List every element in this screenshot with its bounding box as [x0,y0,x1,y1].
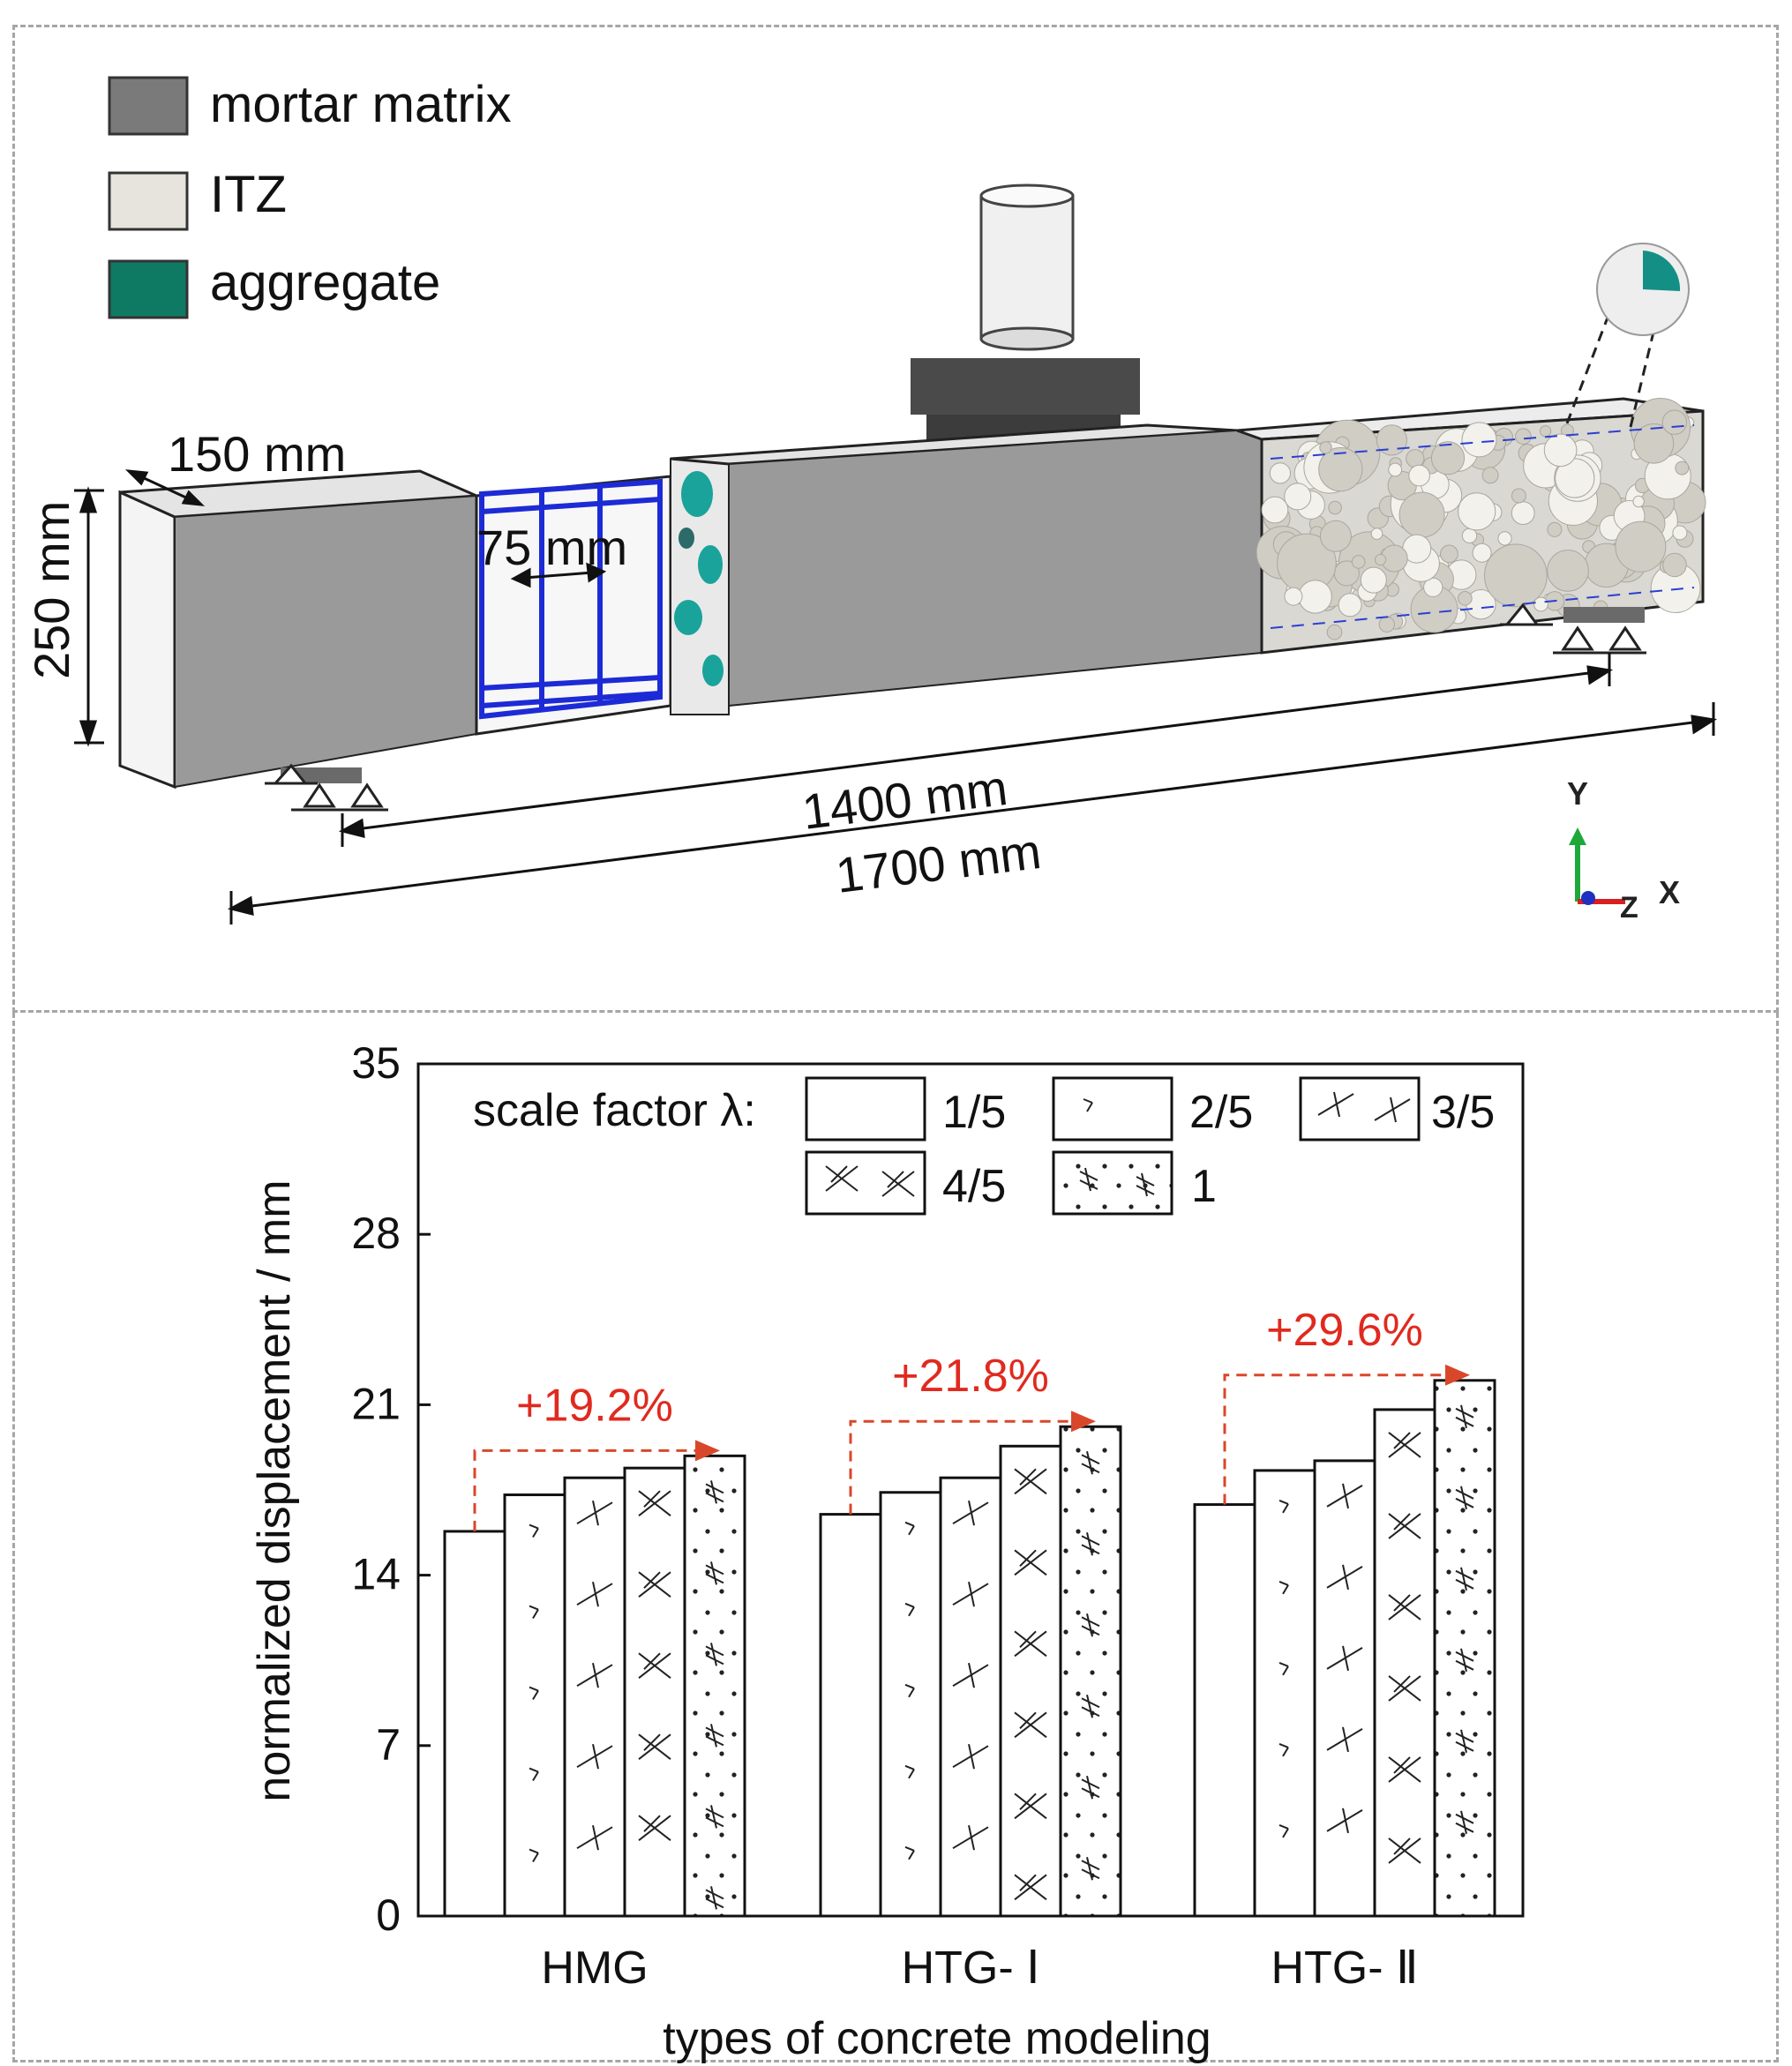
aggregate-particle [1481,467,1499,484]
beam-middle-block [670,423,1263,707]
axis-z-label: Z [1620,891,1638,924]
dimension-spacing [510,562,607,588]
aggregate-particle [1318,446,1363,492]
aggregate-particle [1338,593,1362,618]
aggregate-particle [1284,483,1312,511]
aggregate-particle [1458,591,1473,606]
zoom-bubble [1565,243,1690,428]
cutaway-window [475,458,730,736]
dimension-width-label: 150 mm [168,426,346,482]
aggregate-particle [1408,464,1430,487]
aggregate-particle [1440,544,1458,564]
left-support [265,763,388,812]
aggregate-particle [1511,488,1526,504]
dimension-spacing-label: 75 mm [476,520,627,575]
aggregate-particle [1547,550,1589,592]
aggregate-particle [1269,462,1292,484]
aggregate-particle [1298,580,1332,614]
aggregate-particle [1261,496,1289,524]
aggregate-particle [1328,500,1342,515]
aggregate-particle [1662,552,1687,578]
aggregate-particle [1319,520,1352,552]
aggregate-particle [1661,409,1688,435]
coordinate-triad: Y X Z [1567,775,1680,924]
aggregate-particle [1406,449,1425,468]
dimension-width [124,469,206,506]
aggregate-particle [1497,531,1512,546]
aggregate-particle [1484,543,1548,608]
aggregate-particle [1378,616,1396,633]
legend-swatch-mortar [108,76,189,136]
aggregate-particle [1515,428,1532,445]
dimension-length-label: 1700 mm [833,823,1044,903]
legend: mortar matrix ITZ aggregate [108,76,512,319]
aggregate-particle [1632,495,1645,508]
beam-left-block [118,469,477,790]
loading-ram [979,183,1075,351]
dimension-length [227,702,1718,924]
aggregate-particle [1547,521,1563,537]
aggregate-particle [1326,624,1343,640]
aggregate-particle [1540,425,1552,438]
axis-x-label: X [1659,874,1680,910]
reinforcement-cage [479,478,663,720]
aggregate-particle [1375,553,1387,566]
aggregate-section [670,458,730,715]
aggregate-particle [1543,433,1578,468]
aggregate-particle [1633,423,1675,464]
aggregate-particle [1472,543,1492,563]
aggregate-particle [1511,501,1535,525]
dimension-span-label: 1400 mm [799,760,1010,840]
chart-panel [12,1013,1779,2062]
beam-right-block [1236,397,1706,655]
aggregate-particle [1675,460,1690,475]
dimension-height [74,486,104,747]
aggregate-particle [1555,458,1595,498]
diagram-panel [12,25,1779,1013]
aggregate-particle [1284,587,1303,606]
aggregate-particle [1360,566,1387,594]
aggregate-particle [1351,555,1366,569]
axis-y-label: Y [1567,775,1588,812]
dimension-height-label: 250 mm [24,501,79,679]
legend-label-aggregate: aggregate [210,254,440,311]
legend-label-mortar: mortar matrix [210,76,512,133]
aggregate-particle [1319,441,1332,454]
aggregate-particle [1370,528,1383,540]
legend-swatch-aggregate [108,259,189,319]
aggregate-particle [1615,520,1667,573]
legend-swatch-itz [108,171,189,231]
aggregate-particle [1461,422,1497,458]
legend-label-itz: ITZ [210,166,287,223]
beam-diagram: mortar matrix ITZ aggregate [24,76,1718,924]
right-support [1500,603,1646,655]
aggregate-particle [1461,528,1478,543]
aggregate-circles [1256,398,1706,640]
aggregate-particle [1423,577,1443,597]
dimension-span [338,653,1614,847]
aggregate-particle [1672,525,1688,541]
aggregate-particle [1388,462,1403,477]
aggregate-particle [1430,441,1466,475]
aggregate-particle [1533,596,1548,612]
aggregate-particle [1458,492,1496,531]
aggregate-particle [1398,491,1445,538]
